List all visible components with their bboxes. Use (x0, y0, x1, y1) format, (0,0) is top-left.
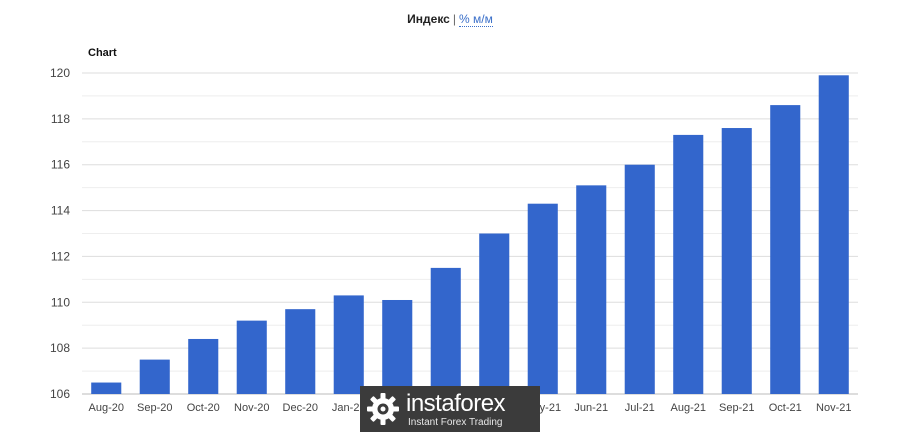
bar[interactable] (333, 295, 364, 394)
bar[interactable] (91, 382, 122, 394)
gear-logo-icon (367, 393, 399, 425)
x-tick-label: Aug-21 (671, 402, 706, 414)
bar[interactable] (673, 134, 704, 394)
percent-mom-link[interactable]: % м/м (458, 12, 493, 27)
y-tick-label: 106 (50, 387, 70, 401)
toggle-separator: | (452, 12, 456, 26)
bar[interactable] (721, 128, 752, 394)
bar[interactable] (139, 359, 170, 394)
bar[interactable] (818, 75, 849, 395)
watermark-brand: instaforex (406, 390, 506, 417)
x-tick-label: Sep-21 (719, 402, 754, 414)
bar[interactable] (285, 309, 316, 394)
y-tick-label: 116 (51, 158, 70, 172)
bar[interactable] (236, 320, 267, 394)
index-toggle: Индекс |% м/м (0, 12, 900, 27)
y-tick-label: 118 (51, 112, 70, 126)
y-tick-label: 114 (51, 204, 70, 218)
instaforex-watermark: instaforex Instant Forex Trading (360, 386, 540, 432)
index-label[interactable]: Индекс (407, 12, 450, 26)
bar[interactable] (188, 338, 219, 394)
y-tick-label: 110 (51, 295, 70, 309)
bar[interactable] (576, 185, 607, 394)
bar[interactable] (382, 299, 413, 394)
y-axis-ticks: 106 108 110 112 114 116 118 120 (50, 66, 70, 401)
y-tick-label: 108 (50, 341, 70, 355)
x-tick-label: Jan-21 (332, 402, 366, 414)
chart-title: Chart (88, 47, 117, 59)
x-tick-label: Jul-21 (625, 402, 655, 414)
bar[interactable] (479, 233, 510, 395)
bar[interactable] (430, 267, 461, 394)
y-tick-label: 112 (51, 249, 70, 263)
watermark-tagline: Instant Forex Trading (408, 417, 503, 428)
bars (91, 75, 849, 395)
bar[interactable] (624, 164, 655, 394)
x-tick-label: Aug-20 (89, 402, 124, 414)
x-tick-label: Oct-20 (187, 402, 220, 414)
x-tick-label: Jun-21 (574, 402, 608, 414)
bar[interactable] (527, 203, 558, 394)
x-tick-label: Nov-21 (816, 402, 851, 414)
x-tick-label: Oct-21 (769, 402, 802, 414)
x-tick-label: Nov-20 (234, 402, 269, 414)
x-tick-label: Sep-20 (137, 402, 172, 414)
x-tick-label: Dec-20 (283, 402, 318, 414)
y-tick-label: 120 (50, 66, 70, 80)
bar[interactable] (770, 105, 801, 394)
